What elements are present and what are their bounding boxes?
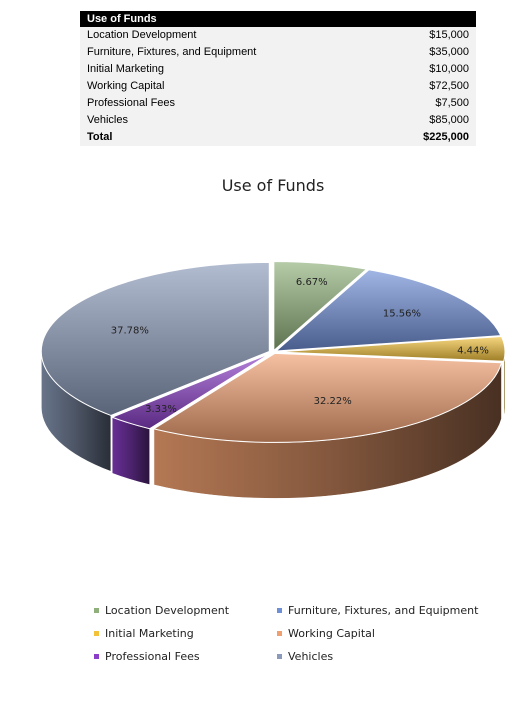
table-row: Initial Marketing $10,000 xyxy=(80,61,476,78)
pie-slice xyxy=(152,352,503,443)
chart-title: Use of Funds xyxy=(221,176,325,195)
row-amount: $15,000 xyxy=(378,27,476,44)
legend-item: Furniture, Fixtures, and Equipment xyxy=(277,604,478,618)
legend-swatch xyxy=(277,653,282,659)
row-label: Vehicles xyxy=(80,112,379,129)
legend-item: Professional Fees xyxy=(94,650,200,664)
row-amount: $7,500 xyxy=(378,95,476,112)
pie-slice xyxy=(110,352,271,430)
pie-data-labels: 6.67% 15.56% 4.44% 32.22% 3.33% 37.78% xyxy=(111,277,489,415)
pie-data-label: 32.22% xyxy=(314,396,352,407)
table-row: Professional Fees $7,500 xyxy=(80,95,476,112)
table-row: Furniture, Fixtures, and Equipment $35,0… xyxy=(80,44,476,61)
legend-label: Location Development xyxy=(105,604,230,617)
row-amount: $72,500 xyxy=(378,78,476,95)
pie-slice xyxy=(40,261,270,416)
pie-data-label: 37.78% xyxy=(111,325,149,336)
legend-label: Furniture, Fixtures, and Equipment xyxy=(288,604,479,617)
legend-label: Initial Marketing xyxy=(105,627,194,640)
table-row: Working Capital $72,500 xyxy=(80,78,476,95)
table-total-row: Total $225,000 xyxy=(80,129,476,146)
legend-swatch xyxy=(94,630,99,636)
pie-data-label: 15.56% xyxy=(383,309,421,320)
table-header-row: Use of Funds xyxy=(80,11,476,27)
legend-item: Initial Marketing xyxy=(94,627,194,641)
legend-label: Vehicles xyxy=(288,650,334,663)
pie-top-faces xyxy=(40,260,506,443)
legend-swatch xyxy=(94,607,99,613)
legend-item: Location Development xyxy=(94,604,229,618)
pie-side-walls xyxy=(40,351,506,499)
legend-item: Working Capital xyxy=(277,627,375,641)
use-of-funds-table: Use of Funds Location Development $15,00… xyxy=(80,11,476,146)
row-amount: $35,000 xyxy=(378,44,476,61)
row-label: Location Development xyxy=(80,27,379,44)
legend-label: Working Capital xyxy=(288,627,375,640)
legend-swatch xyxy=(277,607,282,613)
table-row: Location Development $15,000 xyxy=(80,27,476,44)
total-amount: $225,000 xyxy=(378,129,476,146)
row-amount: $10,000 xyxy=(378,61,476,78)
legend-swatch xyxy=(94,653,99,659)
pie-data-label: 4.44% xyxy=(457,345,489,356)
pie-data-label: 6.67% xyxy=(296,277,328,288)
table-row: Vehicles $85,000 xyxy=(80,112,476,129)
row-label: Working Capital xyxy=(80,78,379,95)
pie-slice xyxy=(273,260,368,352)
legend-item: Vehicles xyxy=(277,650,333,664)
pie-data-label: 3.33% xyxy=(145,404,177,415)
pie-slice xyxy=(276,335,506,362)
table-header: Use of Funds xyxy=(80,11,476,27)
legend-label: Professional Fees xyxy=(105,650,200,663)
total-label: Total xyxy=(80,129,379,146)
pie-slice xyxy=(274,269,502,352)
row-amount: $85,000 xyxy=(378,112,476,129)
row-label: Initial Marketing xyxy=(80,61,379,78)
row-label: Professional Fees xyxy=(80,95,379,112)
row-label: Furniture, Fixtures, and Equipment xyxy=(80,44,379,61)
legend-swatch xyxy=(277,630,282,636)
